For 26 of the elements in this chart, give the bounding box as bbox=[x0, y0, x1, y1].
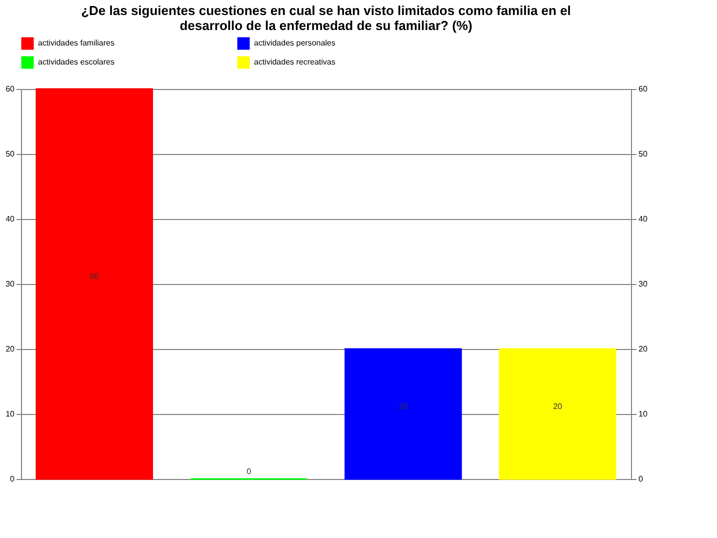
y2-tick-label: 10 bbox=[638, 410, 648, 418]
bar bbox=[36, 88, 154, 480]
chart-title: ¿De las siguientes cuestiones en cual se han visto limitados como familia en el desarrollo de la enfermedad de su familiar? (%) bbox=[81, 3, 571, 33]
y-tick-label: 60 bbox=[6, 84, 16, 94]
y-tick-label: 0 bbox=[10, 474, 16, 484]
y2-tick-label: 0 bbox=[638, 474, 644, 484]
legend-label: actividades escolares bbox=[38, 58, 114, 66]
y2-tick-label: 20 bbox=[638, 344, 648, 354]
bar bbox=[498, 348, 616, 480]
y2-tick-label: 60 bbox=[638, 84, 648, 94]
y2-tick-label: 40 bbox=[638, 214, 648, 224]
data-label: 60 bbox=[90, 272, 100, 281]
bar bbox=[344, 348, 462, 480]
legend-label: actividades familiares bbox=[38, 38, 114, 48]
data-label: 0 bbox=[246, 467, 252, 476]
data-label: 20 bbox=[553, 402, 563, 411]
legend-label: actividades personales bbox=[254, 38, 336, 48]
data-label: 20 bbox=[398, 402, 408, 411]
y-tick-label: 10 bbox=[6, 410, 16, 418]
y-tick-label: 30 bbox=[6, 280, 16, 288]
y2-tick-label: 30 bbox=[638, 280, 648, 288]
y2-tick-label: 50 bbox=[638, 150, 648, 158]
y-tick-label: 40 bbox=[6, 214, 16, 224]
legend-label: actividades recreativas bbox=[254, 58, 336, 66]
y-tick-label: 20 bbox=[6, 344, 16, 354]
y-tick-label: 50 bbox=[6, 150, 16, 158]
